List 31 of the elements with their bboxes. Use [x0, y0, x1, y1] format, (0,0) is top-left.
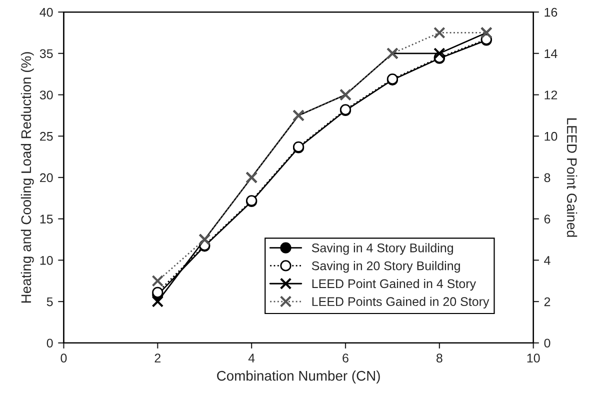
x-tick-label: 6 — [342, 354, 348, 363]
y-tick-label: 5 — [46, 297, 53, 306]
x-tick-label: 4 — [248, 354, 255, 362]
x-tick-label: 10 — [527, 354, 540, 363]
y-tick-label: 30 — [40, 90, 53, 100]
y2-tick-label: 4 — [544, 256, 550, 265]
y2-tick-label: 12 — [544, 90, 558, 100]
y-tick-label: 0 — [46, 338, 53, 348]
y2-tick-label: 0 — [544, 338, 550, 348]
x-tick-label: 0 — [60, 354, 67, 363]
y2-tick-label: 8 — [544, 173, 550, 182]
y2-axis-title: LEED Point Gained — [566, 118, 578, 237]
x-tick-label: 8 — [436, 354, 442, 363]
y2-tick-label: 16 — [544, 8, 558, 17]
y-tick-label: 10 — [40, 256, 53, 265]
y-tick-label: 35 — [40, 49, 53, 58]
y-tick-label: 40 — [40, 8, 53, 17]
y-tick-label: 25 — [40, 132, 53, 141]
x-tick-label: 2 — [154, 354, 160, 362]
legend-label: LEED Points Gained in 20 Story — [312, 296, 490, 308]
legend-label: Saving in 4 Story Building — [312, 243, 454, 255]
y2-tick-label: 14 — [544, 49, 558, 58]
y2-tick-label: 6 — [544, 214, 550, 224]
legend-label: LEED Point Gained in 4 Story — [312, 278, 476, 291]
y2-tick-label: 2 — [544, 297, 550, 306]
y2-tick-label: 10 — [544, 132, 558, 141]
y-axis-title: Heating and Cooling Load Reduction (%) — [20, 52, 34, 303]
x-axis-title: Combination Number (CN) — [217, 370, 380, 384]
legend-label: Saving in 20 Story Building — [312, 261, 460, 273]
y-tick-label: 20 — [40, 173, 53, 182]
y-tick-label: 15 — [40, 214, 53, 224]
